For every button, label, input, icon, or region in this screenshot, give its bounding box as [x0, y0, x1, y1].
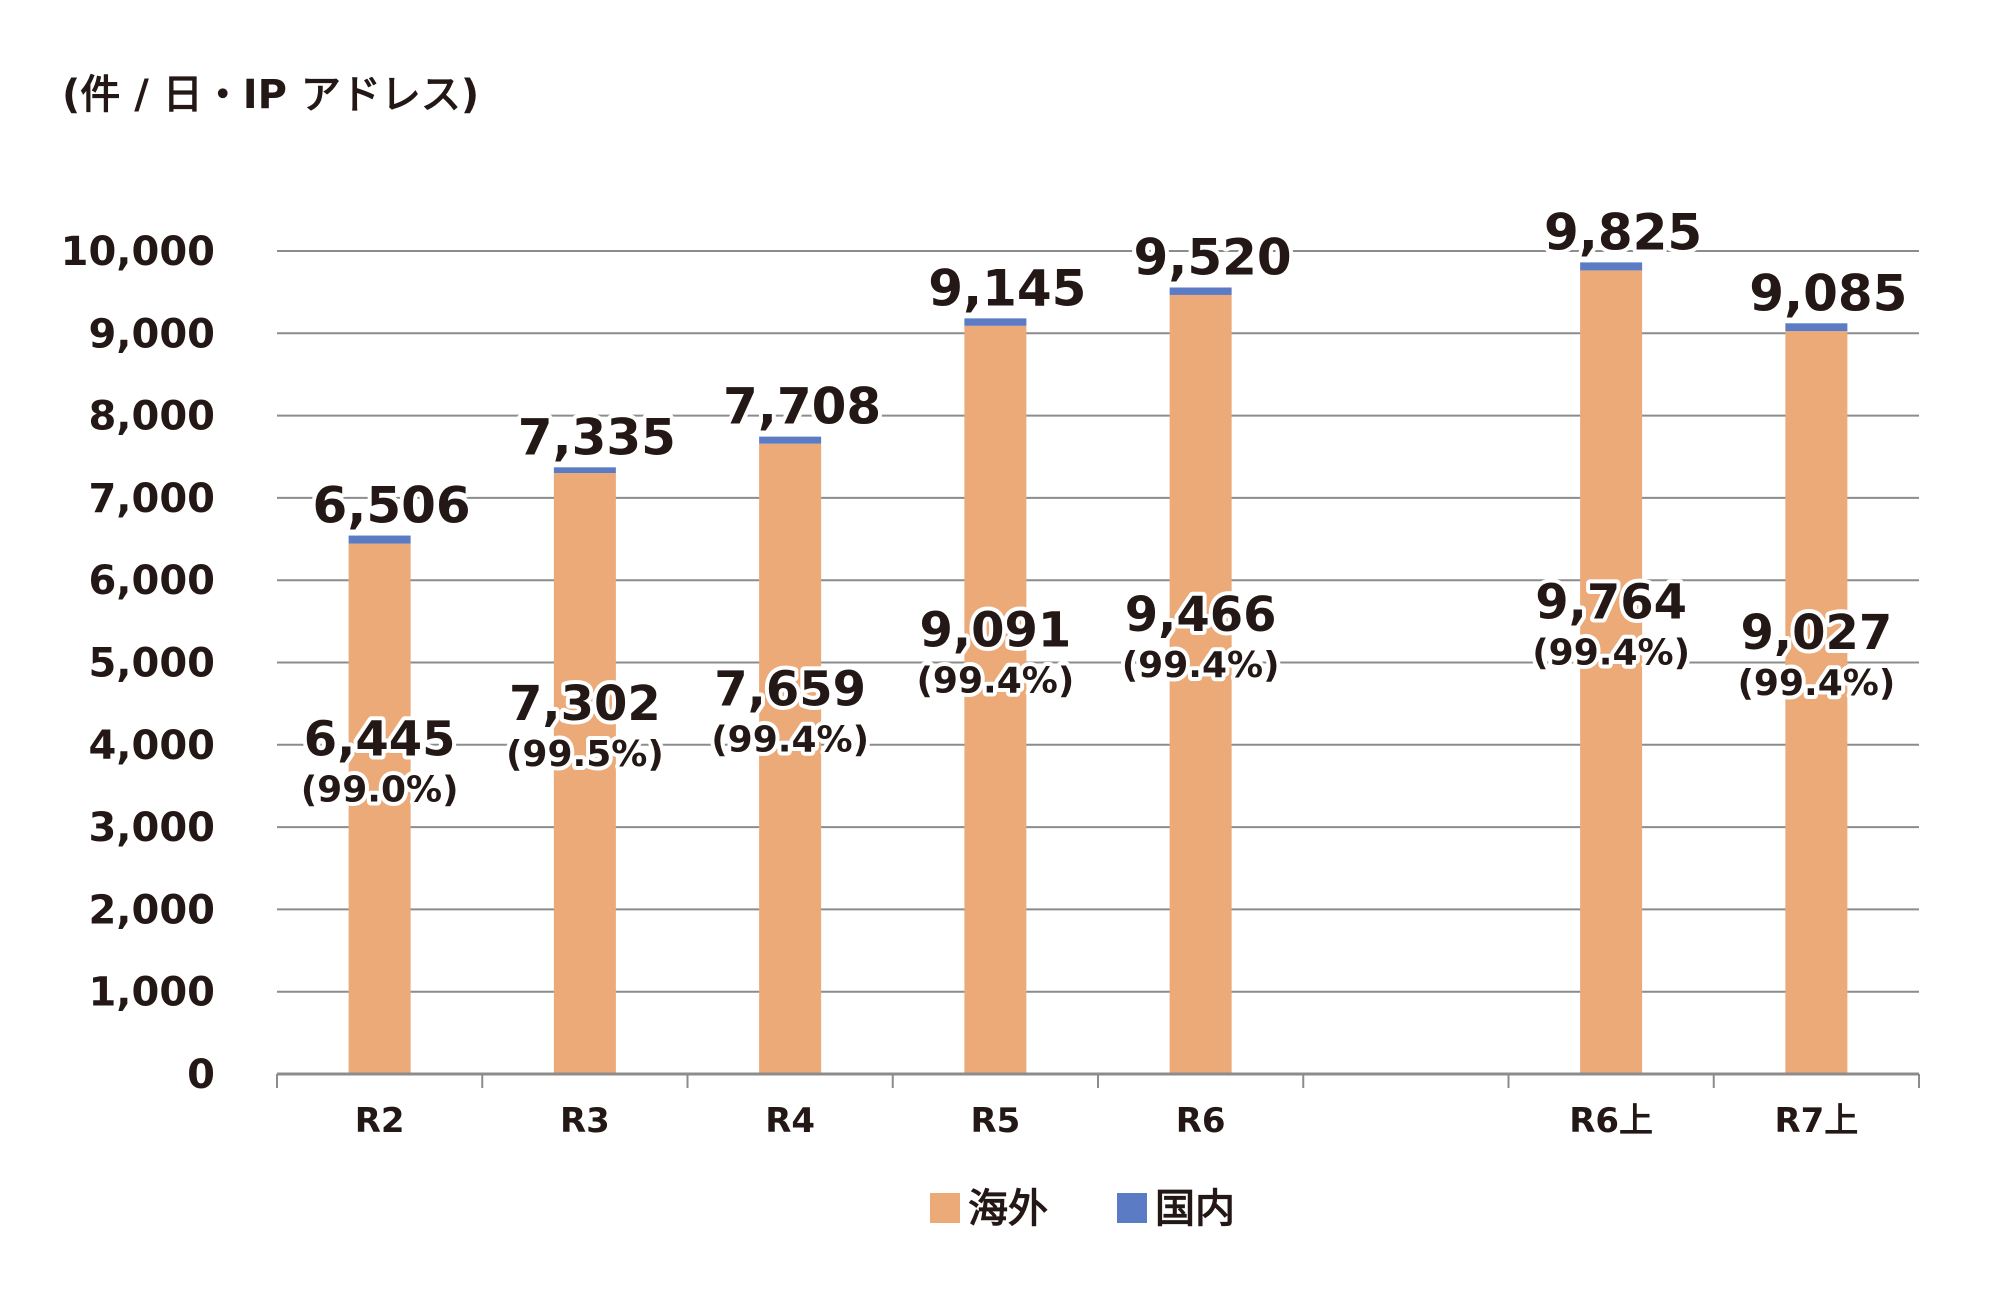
y-tick-label: 9,000 — [88, 311, 215, 357]
total-label: 9,825 — [1544, 203, 1702, 261]
x-axis: R2 R3 R4 R5 R6 R6上 R7上 — [276, 1072, 1920, 1141]
total-label: 9,520 — [1134, 229, 1292, 287]
y-tick-label: 1,000 — [88, 970, 215, 1016]
bar-domestic — [348, 535, 411, 544]
bar-overseas — [964, 325, 1027, 1075]
overseas-value-label: 9,466 — [1125, 587, 1277, 643]
bar-overseas — [1580, 270, 1643, 1074]
legend-label: 海外 — [968, 1186, 1048, 1232]
total-label: 7,335 — [518, 408, 676, 466]
data-labels: 6,506 6,445(99.0%) 7,335 7,302(99.5%) 7,708 7… — [297, 199, 1912, 814]
overseas-value-label: 9,091 — [919, 602, 1071, 658]
y-axis-unit-label: (件 / 日・IP アドレス) — [62, 72, 479, 118]
overseas-value-label: 9,764 — [1535, 575, 1687, 631]
x-tick-label: R6 — [1176, 1101, 1226, 1141]
y-tick-label: 0 — [187, 1052, 215, 1098]
overseas-share-label: (99.4%) — [711, 719, 869, 760]
y-tick-label: 7,000 — [88, 476, 215, 522]
bar-domestic — [1580, 262, 1643, 271]
overseas-value-label: 7,302 — [509, 676, 661, 732]
bar-overseas — [1169, 294, 1232, 1074]
y-tick-label: 5,000 — [88, 641, 215, 687]
bar-overseas — [348, 543, 411, 1074]
bar-domestic — [759, 436, 822, 444]
y-tick-label: 8,000 — [88, 394, 215, 440]
overseas-share-label: (99.5%) — [506, 734, 664, 775]
y-tick-label: 4,000 — [88, 723, 215, 769]
bars — [348, 262, 1848, 1075]
x-tick-label: R6上 — [1569, 1101, 1653, 1141]
overseas-share-label: (99.4%) — [1532, 633, 1690, 674]
gridlines — [277, 250, 1919, 993]
y-tick-label: 6,000 — [88, 558, 215, 604]
x-tick-label: R3 — [560, 1101, 610, 1141]
overseas-value-label: 9,027 — [1740, 605, 1892, 661]
overseas-share-label: (99.4%) — [1737, 663, 1895, 704]
y-tick-labels: 0 1,000 2,000 3,000 4,000 5,000 6,000 7,000 8,00… — [61, 229, 215, 1098]
legend: 海外 国内 — [930, 1186, 1235, 1232]
bar-overseas — [759, 443, 822, 1074]
x-tick-label: R5 — [970, 1101, 1020, 1141]
total-label: 6,506 — [313, 477, 471, 535]
legend-swatch-overseas — [930, 1193, 960, 1223]
x-tick-label: R2 — [355, 1101, 405, 1141]
legend-swatch-domestic — [1117, 1193, 1147, 1223]
y-tick-label: 3,000 — [88, 805, 215, 851]
total-label: 9,085 — [1749, 264, 1907, 322]
y-tick-label: 10,000 — [61, 229, 215, 275]
legend-label: 国内 — [1155, 1186, 1235, 1232]
total-label: 7,708 — [723, 378, 881, 436]
x-tick-label: R7上 — [1774, 1101, 1858, 1141]
bar-domestic — [964, 318, 1027, 326]
total-label: 9,145 — [928, 259, 1086, 317]
bar-overseas — [553, 473, 616, 1074]
bar-domestic — [1169, 287, 1232, 295]
bar-overseas — [1785, 331, 1848, 1075]
x-tick-label: R4 — [765, 1101, 815, 1141]
bar-domestic — [553, 467, 616, 474]
overseas-value-label: 7,659 — [714, 661, 866, 717]
overseas-share-label: (99.4%) — [916, 660, 1074, 701]
overseas-share-label: (99.0%) — [301, 769, 459, 810]
overseas-value-label: 6,445 — [304, 711, 456, 767]
overseas-share-label: (99.4%) — [1122, 645, 1280, 686]
bar-domestic — [1785, 323, 1848, 332]
y-tick-label: 2,000 — [88, 887, 215, 933]
